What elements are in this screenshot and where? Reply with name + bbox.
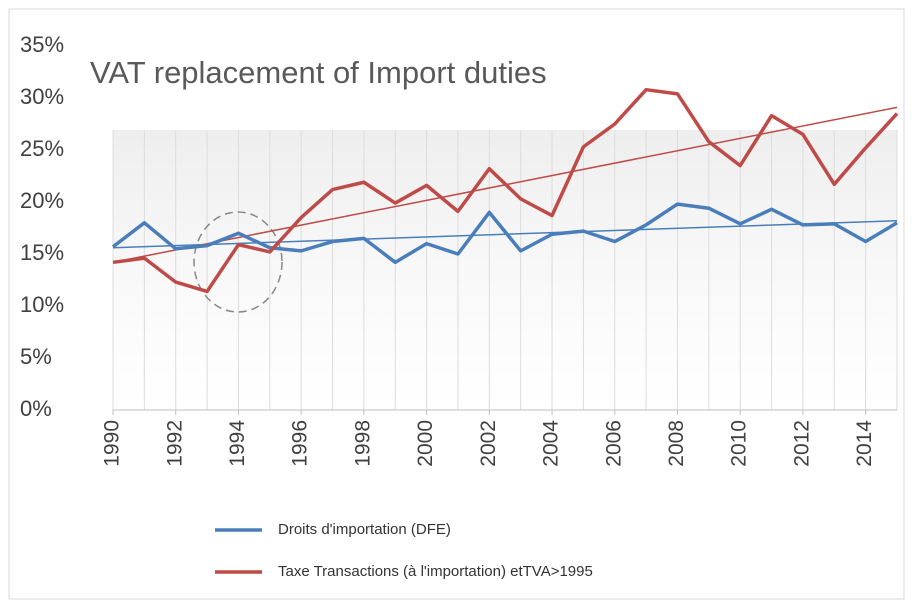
x-tick-label: 2002 (477, 420, 500, 467)
series-line (112, 87, 899, 294)
y-tick-label: 15% (20, 240, 64, 265)
series-line (111, 202, 898, 265)
x-tick-label: 2004 (540, 420, 563, 467)
x-tick-label: 2008 (665, 420, 688, 467)
y-tick-label: 20% (20, 188, 64, 213)
x-tick-label: 2014 (853, 420, 876, 467)
y-tick-label: 5% (20, 344, 52, 369)
y-tick-label: 30% (20, 84, 64, 109)
y-tick-label: 25% (20, 136, 64, 161)
x-tick-label: 1998 (351, 420, 374, 467)
legend-label: Droits d'importation (DFE) (278, 521, 451, 538)
y-tick-label: 0% (20, 396, 52, 421)
legend-label: Taxe Transactions (à l'importation) etTV… (278, 563, 593, 580)
x-tick-label: 1996 (289, 420, 312, 467)
annotation-ellipse (193, 211, 283, 313)
y-tick-label: 35% (20, 32, 64, 57)
x-tick-label: 1990 (101, 420, 124, 467)
y-tick-label: 10% (20, 292, 64, 317)
x-tick-label: 1994 (226, 420, 249, 467)
x-tick-label: 2010 (728, 420, 751, 467)
chart-title: VAT replacement of Import duties (90, 55, 547, 90)
x-tick-label: 2012 (790, 420, 813, 467)
plot-background (113, 130, 897, 410)
x-tick-label: 1992 (163, 420, 186, 467)
x-tick-label: 2006 (602, 420, 625, 467)
x-tick-label: 2000 (414, 420, 437, 467)
